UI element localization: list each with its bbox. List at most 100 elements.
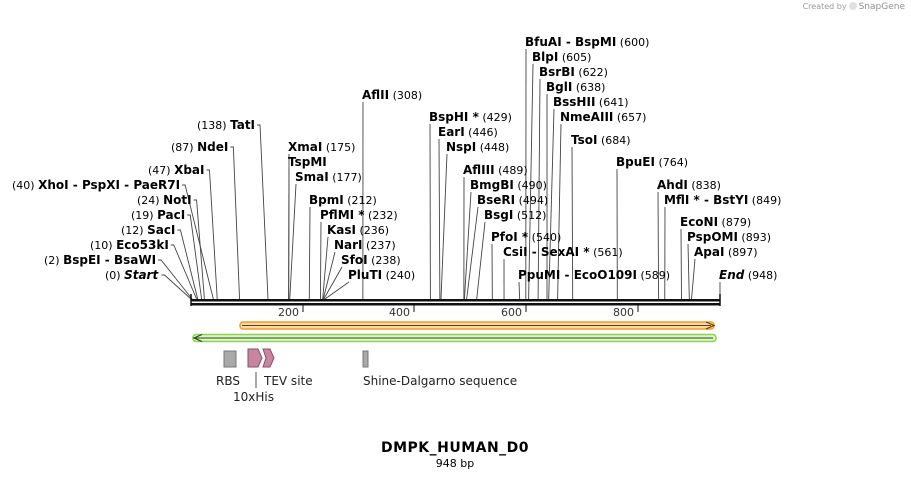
enzyme-leader-line — [320, 221, 322, 300]
enzyme-leader-line — [571, 146, 574, 300]
enzyme-label-bsrbi[interactable]: BsrBI (622) — [539, 65, 608, 79]
enzyme-label-pspomi[interactable]: PspOMI (893) — [687, 230, 771, 244]
rbs-label: RBS — [216, 374, 240, 388]
enzyme-label-saci[interactable]: (12) SacI — [121, 223, 175, 237]
enzyme-label-nmeaiii[interactable]: NmeAIII (657) — [560, 110, 646, 124]
shine-dalgarno-feature[interactable] — [362, 350, 369, 368]
enzyme-label-paci[interactable]: (19) PacI — [131, 208, 185, 222]
enzyme-leader-line — [687, 243, 690, 300]
enzyme-label-csii[interactable]: CsiI - SexAI * (561) — [503, 245, 623, 259]
rbs-feature[interactable] — [223, 350, 237, 368]
sequence-length: 948 bp — [436, 457, 474, 470]
enzyme-label-pluti[interactable]: PluTI (240) — [348, 268, 415, 282]
his-label: 10xHis — [233, 390, 274, 404]
enzyme-label-mfli[interactable]: MflI * - BstYI (849) — [664, 193, 781, 207]
enzyme-leader-line — [230, 146, 240, 300]
enzyme-label-eari[interactable]: EarI (446) — [438, 125, 498, 139]
enzyme-label-tsoi[interactable]: TsoI (684) — [571, 133, 631, 147]
snapgene-logo-icon — [848, 2, 857, 10]
enzyme-leader-line — [257, 124, 269, 300]
sequence-title: DMPK_HUMAN_D0 — [381, 440, 529, 456]
enzyme-leader-line — [466, 206, 479, 300]
enzyme-label-start[interactable]: (0) Start — [105, 268, 159, 282]
enzyme-leader-line — [518, 281, 521, 300]
enzyme-leader-line — [206, 169, 218, 300]
feature-glyphs: RBS 10xHis TEV site Shine-Dalgarno seque… — [216, 348, 517, 404]
enzyme-label-sfoi[interactable]: SfoI (238) — [341, 253, 401, 267]
tev-site-feature[interactable] — [262, 348, 275, 368]
enzyme-leader-line — [323, 266, 343, 300]
enzyme-leader-line — [193, 199, 205, 300]
credit-brand: SnapGene — [858, 2, 905, 12]
enzyme-label-bsshii[interactable]: BssHII (641) — [553, 95, 628, 109]
enzyme-label-apai[interactable]: ApaI (897) — [694, 245, 758, 259]
enzyme-label-smai[interactable]: SmaI (177) — [295, 170, 362, 184]
enzyme-label-kasi[interactable]: KasI (236) — [327, 223, 389, 237]
enzyme-label-bspei[interactable]: (2) BspEI - BsaWI — [44, 253, 156, 267]
enzyme-label-afliii[interactable]: AflIII (489) — [463, 163, 528, 177]
tick-label-400: 400 — [389, 306, 410, 319]
enzyme-leader-line — [324, 281, 350, 300]
enzyme-leader-line — [289, 183, 297, 300]
snapgene-credit: Created by SnapGene — [803, 2, 905, 12]
his-tag-feature[interactable] — [247, 348, 263, 368]
enzyme-leader-line — [657, 191, 660, 300]
sequence-backbone — [190, 294, 721, 306]
enzyme-leader-line — [691, 258, 696, 300]
enzyme-label-xhoi[interactable]: (40) XhoI - PspXI - PaeR7I — [12, 178, 180, 192]
enzyme-leader-line — [308, 206, 311, 300]
enzyme-label-pflmi[interactable]: PflMI * (232) — [320, 208, 398, 222]
enzyme-label-tspmi[interactable]: TspMI — [288, 155, 327, 169]
enzyme-leader-line — [440, 153, 448, 300]
enzyme-label-nspi[interactable]: NspI (448) — [446, 140, 509, 154]
backbone-top-strand — [191, 299, 720, 302]
enzyme-leader-line — [548, 108, 555, 300]
enzyme-label-xbai[interactable]: (47) XbaI — [148, 163, 204, 177]
enzyme-leader-line — [463, 191, 472, 300]
tick-label-200: 200 — [278, 306, 299, 319]
enzyme-label-econi[interactable]: EcoNI (879) — [680, 215, 751, 229]
enzyme-label-ppumi[interactable]: PpuMI - EcoO109I (589) — [518, 268, 670, 282]
tev-label: TEV site — [263, 374, 313, 388]
enzyme-leader-line — [557, 123, 562, 300]
enzyme-label-bseri[interactable]: BseRI (494) — [477, 193, 548, 207]
enzyme-label-bpmi[interactable]: BpmI (212) — [309, 193, 377, 207]
tick-label-600: 600 — [501, 306, 522, 319]
enzyme-label-bsgi[interactable]: BsgI (512) — [484, 208, 546, 222]
orange-feature-bar[interactable] — [239, 321, 716, 330]
enzyme-leader-line — [182, 184, 214, 300]
enzyme-label-bpuei[interactable]: BpuEI (764) — [616, 155, 688, 169]
tick-label-800: 800 — [613, 306, 634, 319]
enzyme-label-bsphi[interactable]: BspHI * (429) — [429, 110, 512, 124]
green-feature-bar[interactable] — [192, 333, 717, 343]
enzyme-leader-line — [161, 274, 192, 300]
enzyme-leader-line — [476, 221, 486, 300]
enzyme-label-bgli[interactable]: BglI (638) — [546, 80, 605, 94]
enzyme-leader-line — [528, 63, 534, 300]
enzyme-label-bmgbi[interactable]: BmgBI (490) — [470, 178, 547, 192]
enzyme-label-xmai[interactable]: XmaI (175) — [288, 140, 355, 154]
backbone-bottom-strand — [191, 303, 720, 306]
shine-dalgarno-label: Shine-Dalgarno sequence — [363, 374, 517, 388]
credit-prefix: Created by — [802, 2, 847, 11]
enzyme-label-noti[interactable]: (24) NotI — [137, 193, 192, 207]
enzyme-leader-line — [187, 214, 203, 300]
enzyme-leader-line — [170, 244, 197, 300]
ruler-ticks: 200 400 600 800 — [278, 305, 639, 319]
enzyme-label-aflii[interactable]: AflII (308) — [362, 88, 422, 102]
enzyme-label-eco53ki[interactable]: (10) Eco53kI — [90, 238, 169, 252]
enzyme-label-end[interactable]: End (948) — [719, 268, 777, 282]
enzyme-label-tati[interactable]: (138) TatI — [197, 118, 255, 132]
enzyme-label-ndei[interactable]: (87) NdeI — [171, 140, 228, 154]
enzyme-labels: (0) Start(2) BspEI - BsaWI(10) Eco53kI(1… — [12, 35, 781, 282]
enzyme-label-pfoi[interactable]: PfoI * (540) — [491, 230, 561, 244]
enzyme-leader-lines — [158, 48, 721, 300]
enzyme-label-nari[interactable]: NarI (237) — [334, 238, 396, 252]
enzyme-leader-line — [438, 138, 441, 300]
enzyme-label-bfuai[interactable]: BfuAI - BspMI (600) — [525, 35, 649, 49]
enzyme-label-ahdi[interactable]: AhdI (838) — [657, 178, 721, 192]
enzyme-label-blpi[interactable]: BlpI (605) — [532, 50, 591, 64]
enzyme-leader-line — [322, 251, 336, 300]
feature-bars — [192, 321, 717, 343]
